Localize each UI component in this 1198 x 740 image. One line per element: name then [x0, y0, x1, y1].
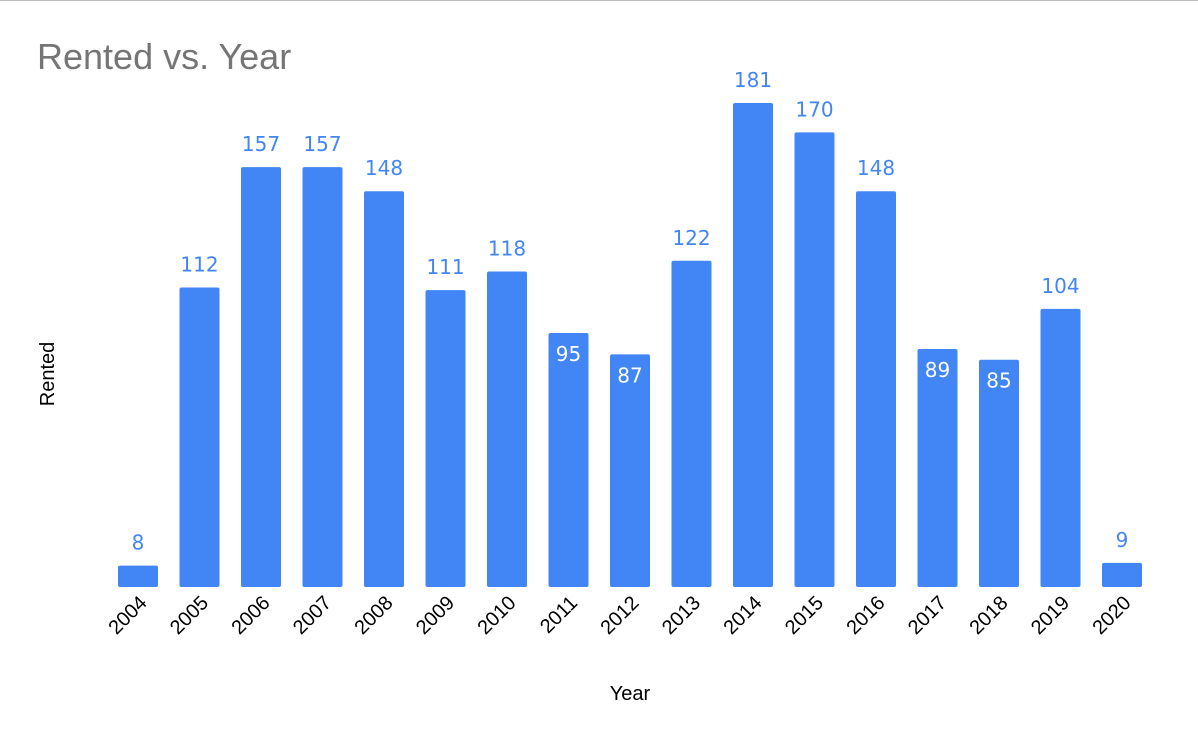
x-tick-2018: 2018 — [966, 592, 1013, 639]
x-tick-2016: 2016 — [843, 592, 890, 639]
value-label-2004: 8 — [132, 531, 145, 555]
value-label-2012: 87 — [617, 363, 642, 387]
bar-2018 — [979, 359, 1019, 587]
bar-2006 — [241, 167, 281, 587]
x-tick-2015: 2015 — [781, 592, 828, 639]
value-label-2016: 148 — [857, 156, 895, 180]
bar-2017 — [917, 349, 958, 587]
value-label-2007: 157 — [303, 132, 341, 156]
value-label-2008: 148 — [365, 156, 403, 180]
value-label-2019: 104 — [1041, 274, 1079, 298]
x-tick-2006: 2006 — [228, 592, 275, 639]
x-tick-2012: 2012 — [597, 592, 644, 639]
x-tick-2010: 2010 — [474, 592, 521, 639]
bar-2007 — [302, 167, 343, 587]
x-tick-2013: 2013 — [658, 592, 705, 639]
value-label-2009: 111 — [426, 255, 464, 279]
value-label-2013: 122 — [672, 226, 710, 250]
x-ticks-group: 2004 2005 2006 2007 2008 2009 2010 2011 2012 2013… — [105, 592, 1136, 639]
x-tick-2017: 2017 — [904, 592, 951, 639]
value-label-2010: 118 — [488, 236, 526, 260]
bar-2009 — [425, 290, 466, 587]
value-label-2011: 95 — [556, 342, 581, 366]
y-axis-label: Rented — [37, 342, 59, 407]
value-labels-group: 8 112 157 157 148 111 118 95 87 122 181 170 148 89 85 1… — [132, 68, 1129, 555]
bar-2010 — [487, 271, 527, 587]
x-tick-2004: 2004 — [105, 592, 152, 639]
x-tick-2020: 2020 — [1089, 592, 1136, 639]
bar-2019 — [1040, 308, 1081, 587]
value-label-2017: 89 — [925, 358, 950, 382]
value-label-2018: 85 — [986, 369, 1011, 393]
value-label-2005: 112 — [180, 253, 218, 277]
bar-2004 — [118, 565, 158, 587]
x-tick-2009: 2009 — [412, 592, 459, 639]
chart-title: Rented vs. Year — [37, 36, 292, 77]
bar-2013 — [671, 260, 712, 587]
value-label-2020: 9 — [1116, 528, 1129, 552]
value-label-2006: 157 — [242, 132, 280, 156]
x-tick-2011: 2011 — [536, 592, 582, 638]
bar-2008 — [364, 191, 404, 587]
value-label-2015: 170 — [795, 97, 833, 121]
bar-2016 — [856, 191, 896, 587]
bar-2020 — [1102, 562, 1142, 587]
x-tick-2019: 2019 — [1027, 592, 1074, 639]
x-tick-2007: 2007 — [289, 592, 336, 639]
x-tick-2014: 2014 — [720, 592, 767, 639]
bar-2011 — [548, 332, 589, 587]
x-tick-2008: 2008 — [351, 592, 398, 639]
bar-2012 — [610, 354, 650, 587]
bar-2015 — [794, 132, 835, 587]
bars-group — [118, 103, 1142, 587]
x-axis-label: Year — [610, 683, 651, 705]
x-tick-2005: 2005 — [166, 592, 213, 639]
bar-2005 — [179, 287, 220, 587]
value-label-2014: 181 — [734, 68, 772, 92]
top-border — [0, 0, 1198, 1]
bar-2014 — [733, 103, 773, 587]
